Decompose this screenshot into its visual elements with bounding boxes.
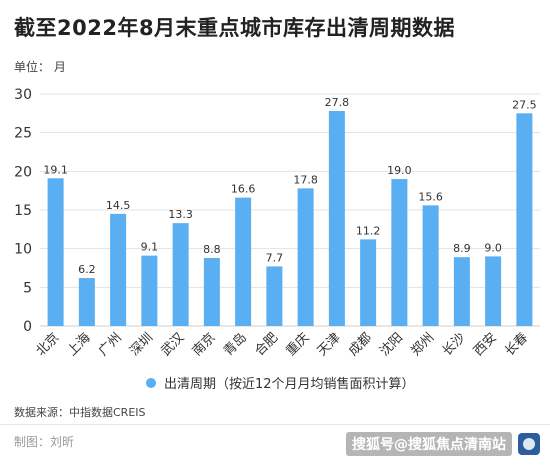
bar-南京 <box>203 257 220 326</box>
y-tick-label: 20 <box>14 164 32 180</box>
x-tick-label: 武汉 <box>158 330 187 359</box>
legend-swatch-icon <box>146 377 156 388</box>
chart-title: 截至2022年8月末重点城市库存出清周期数据 <box>14 16 456 40</box>
bar-青岛 <box>235 197 252 326</box>
x-axis-ticks: 北京 上海 广州 深圳 武汉 南京 青岛 合肥 重庆 天津 成都 沈阳 郑州 长沙 西安 长春 <box>33 330 531 360</box>
legend: 出清周期（按近12个月月均销售面积计算） <box>146 373 415 392</box>
x-tick-label: 北京 <box>33 330 62 359</box>
data-label: 14.5 <box>106 199 131 212</box>
data-label: 27.5 <box>512 98 537 111</box>
bar-郑州 <box>422 205 439 326</box>
data-labels: 19.1 6.2 14.5 9.1 13.3 8.8 16.6 7.7 17.8 27.8 11.2… <box>43 96 536 276</box>
y-tick-label: 5 <box>23 280 32 296</box>
y-axis-ticks: 0 5 10 15 20 25 30 <box>14 87 32 335</box>
legend-label: 出清周期（按近12个月月均销售面积计算） <box>164 377 415 392</box>
y-tick-label: 25 <box>14 126 32 142</box>
x-tick-label: 上海 <box>65 330 94 359</box>
data-label: 17.8 <box>293 173 318 186</box>
y-tick-label: 0 <box>23 319 32 335</box>
data-label: 6.2 <box>78 263 96 276</box>
data-source: 数据来源：中指数据CREIS <box>14 406 146 419</box>
bar-长沙 <box>453 257 470 326</box>
x-tick-label: 天津 <box>315 330 344 359</box>
data-label: 11.2 <box>356 224 381 237</box>
x-tick-label: 合肥 <box>252 330 281 359</box>
bar-深圳 <box>141 255 158 326</box>
footer-divider <box>0 424 550 425</box>
x-tick-label: 广州 <box>96 330 125 359</box>
y-tick-label: 15 <box>14 203 32 219</box>
unit-label: 单位： 月 <box>14 60 66 74</box>
bar-天津 <box>328 111 345 326</box>
chart-author: 制图：刘昕 <box>14 435 75 449</box>
x-tick-label: 长沙 <box>440 330 469 359</box>
watermark-text: 搜狐号@搜狐焦点清南站 <box>346 432 512 456</box>
bar-沈阳 <box>391 179 408 326</box>
data-label: 8.9 <box>453 242 471 255</box>
bar-北京 <box>47 178 64 326</box>
watermark-logo-icon <box>518 433 540 455</box>
bar-chart: 0 5 10 15 20 25 30 19.1 6.2 14.5 9.1 13.3 8.8 16.6 7.… <box>14 87 540 360</box>
bar-西安 <box>485 256 502 326</box>
bar-成都 <box>360 239 377 326</box>
bar-合肥 <box>266 266 283 326</box>
x-tick-label: 重庆 <box>283 330 313 360</box>
data-label: 13.3 <box>168 208 193 221</box>
data-label: 9.0 <box>484 241 502 254</box>
x-tick-label: 长春 <box>502 330 531 359</box>
bar-重庆 <box>297 188 314 326</box>
x-tick-label: 成都 <box>346 330 375 359</box>
data-label: 27.8 <box>325 96 350 109</box>
data-label: 19.1 <box>43 163 68 176</box>
bar-上海 <box>78 278 95 326</box>
y-tick-label: 10 <box>14 242 32 258</box>
bar-广州 <box>110 213 127 326</box>
watermark: 搜狐号@搜狐焦点清南站 <box>346 432 540 456</box>
x-tick-label: 南京 <box>189 330 219 360</box>
y-tick-label: 30 <box>14 87 32 103</box>
bars <box>47 111 533 326</box>
data-label: 15.6 <box>418 190 443 203</box>
x-tick-label: 西安 <box>471 330 500 359</box>
bar-长春 <box>516 113 533 326</box>
data-label: 16.6 <box>231 183 256 196</box>
data-label: 19.0 <box>387 164 412 177</box>
bar-武汉 <box>172 223 189 326</box>
x-tick-label: 青岛 <box>220 330 250 360</box>
x-tick-label: 深圳 <box>127 330 156 359</box>
x-tick-label: 沈阳 <box>377 330 406 359</box>
data-label: 7.7 <box>266 251 284 264</box>
data-label: 8.8 <box>203 243 221 256</box>
data-label: 9.1 <box>141 241 159 254</box>
x-tick-label: 郑州 <box>408 330 437 359</box>
